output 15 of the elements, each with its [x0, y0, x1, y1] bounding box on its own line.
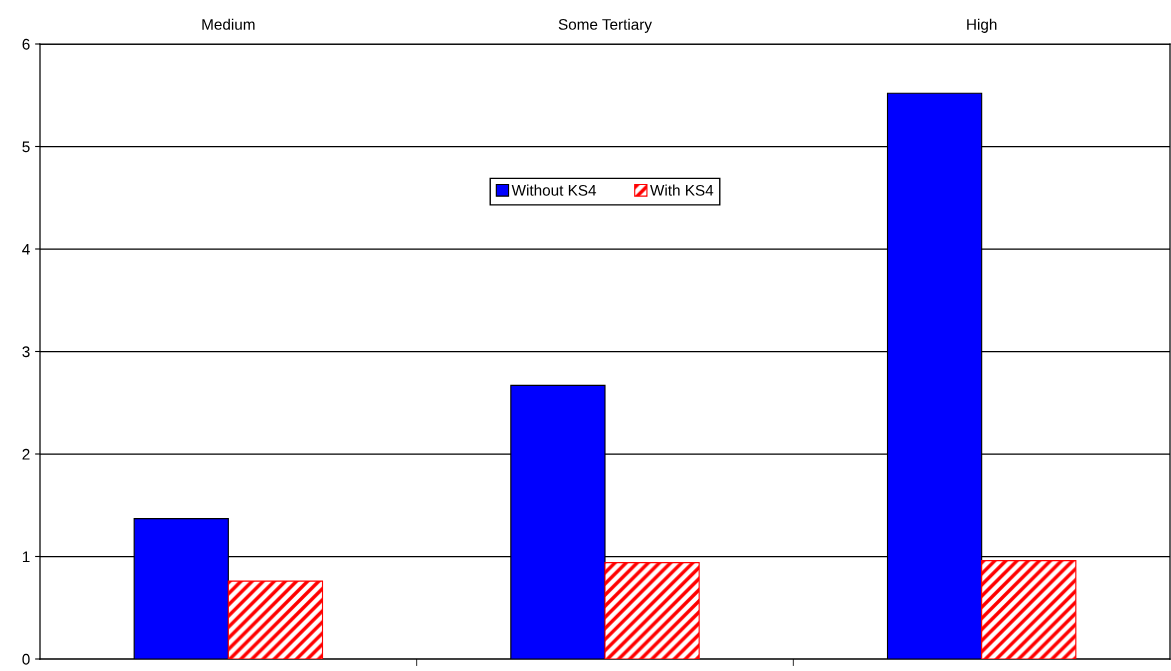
y-tick-label: 2: [22, 448, 30, 460]
y-tick-label: 3: [22, 346, 30, 358]
legend-label: With KS4: [650, 184, 714, 196]
y-tick-label: 4: [22, 244, 30, 255]
x-tick-label: Medium: [202, 18, 255, 30]
x-tick-label: Some Tertiary: [558, 18, 652, 33]
y-tick-label: 1: [22, 551, 30, 563]
y-tick-label: 0: [22, 653, 30, 665]
bar: [981, 560, 1077, 659]
x-tick-label: High: [967, 18, 997, 33]
bar: [604, 562, 700, 659]
y-tick-label: 6: [22, 38, 30, 50]
y-tick-label: 5: [22, 141, 30, 153]
bar: [227, 580, 324, 659]
legend-label: Without KS4: [511, 184, 597, 196]
